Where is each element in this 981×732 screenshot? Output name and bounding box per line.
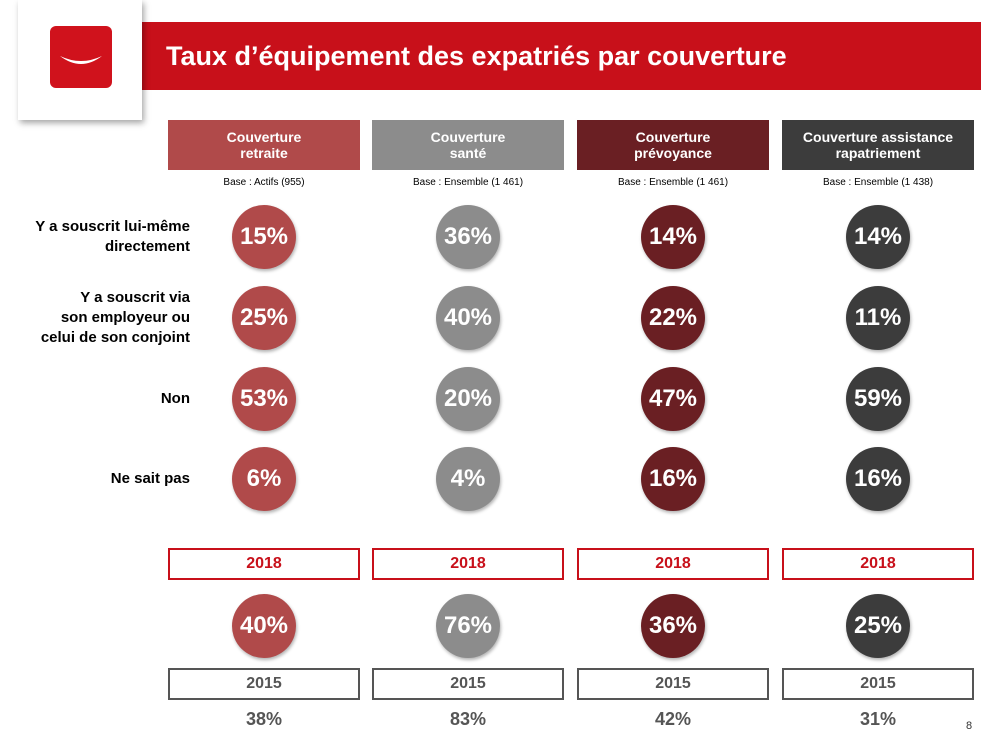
- value-circle: 40%: [232, 594, 296, 658]
- value-circle: 36%: [641, 594, 705, 658]
- value-circle: 20%: [436, 367, 500, 431]
- year-box: 2015: [168, 668, 360, 700]
- base-note: Base : Actifs (955): [223, 177, 305, 188]
- value-circle: 25%: [232, 286, 296, 350]
- year-box: 2018: [168, 548, 360, 580]
- year-box: 2018: [782, 548, 974, 580]
- column-header-line: Couverture: [635, 129, 711, 145]
- value-circle: 16%: [846, 447, 910, 511]
- value-circle: 76%: [436, 594, 500, 658]
- previous-value: 42%: [654, 709, 692, 729]
- row-label-line: Y a souscrit via: [80, 289, 190, 306]
- row-label-line: Non: [160, 390, 190, 407]
- logo-smile: [60, 56, 102, 64]
- row-label-line: directement: [104, 238, 190, 255]
- previous-value: 31%: [859, 709, 897, 729]
- year-box: 2015: [782, 668, 974, 700]
- row-label-line: son employeur ou: [60, 309, 190, 326]
- value-circle: 36%: [436, 205, 500, 269]
- row-label-line: Ne sait pas: [110, 470, 190, 487]
- value-circle: 25%: [846, 594, 910, 658]
- value-circle: 53%: [232, 367, 296, 431]
- column-header: Couverture retraite: [168, 120, 360, 170]
- column-header-line: Couverture assistance: [802, 129, 954, 145]
- value-circle: 15%: [232, 205, 296, 269]
- value-circle: 14%: [641, 205, 705, 269]
- column-header-line: santé: [449, 145, 487, 161]
- column-header: Couverture assistance rapatriement: [782, 120, 974, 170]
- row-label-line: Y a souscrit lui-même: [35, 218, 190, 235]
- base-note: Base : Ensemble (1 461): [412, 177, 524, 188]
- value-circle: 40%: [436, 286, 500, 350]
- value-circle: 16%: [641, 447, 705, 511]
- title-bar: [140, 22, 981, 90]
- column-header-line: Couverture: [430, 129, 506, 145]
- base-note: Base : Ensemble (1 461): [617, 177, 729, 188]
- previous-value: 38%: [245, 709, 283, 729]
- previous-value: 83%: [449, 709, 487, 729]
- value-circle: 47%: [641, 367, 705, 431]
- column-header: Couverture prévoyance: [577, 120, 769, 170]
- column-header-line: retraite: [240, 145, 288, 161]
- value-circle: 14%: [846, 205, 910, 269]
- value-circle: 4%: [436, 447, 500, 511]
- base-note: Base : Ensemble (1 438): [822, 177, 934, 188]
- page-number: 8: [966, 720, 973, 732]
- title: Taux d’équipement des expatriés par couv…: [166, 41, 787, 71]
- year-box: 2015: [577, 668, 769, 700]
- row-label: Y a souscrit lui-même directement: [0, 217, 190, 257]
- value-circle: 59%: [846, 367, 910, 431]
- logo: [18, 0, 142, 120]
- value-circle: 6%: [232, 447, 296, 511]
- logo-mark: [50, 26, 112, 88]
- row-label: Y a souscrit via son employeur ou celui de…: [0, 288, 190, 348]
- year-box: 2018: [577, 548, 769, 580]
- column-header-line: prévoyance: [634, 145, 712, 161]
- row-label: Ne sait pas: [0, 469, 190, 489]
- row-label-line: celui de son conjoint: [40, 329, 190, 346]
- year-box: 2018: [372, 548, 564, 580]
- year-box: 2015: [372, 668, 564, 700]
- value-circle: 22%: [641, 286, 705, 350]
- row-label: Non: [0, 389, 190, 409]
- value-circle: 11%: [846, 286, 910, 350]
- column-header-line: Couverture: [226, 129, 302, 145]
- column-header-line: rapatriement: [835, 145, 921, 161]
- column-header: Couverture santé: [372, 120, 564, 170]
